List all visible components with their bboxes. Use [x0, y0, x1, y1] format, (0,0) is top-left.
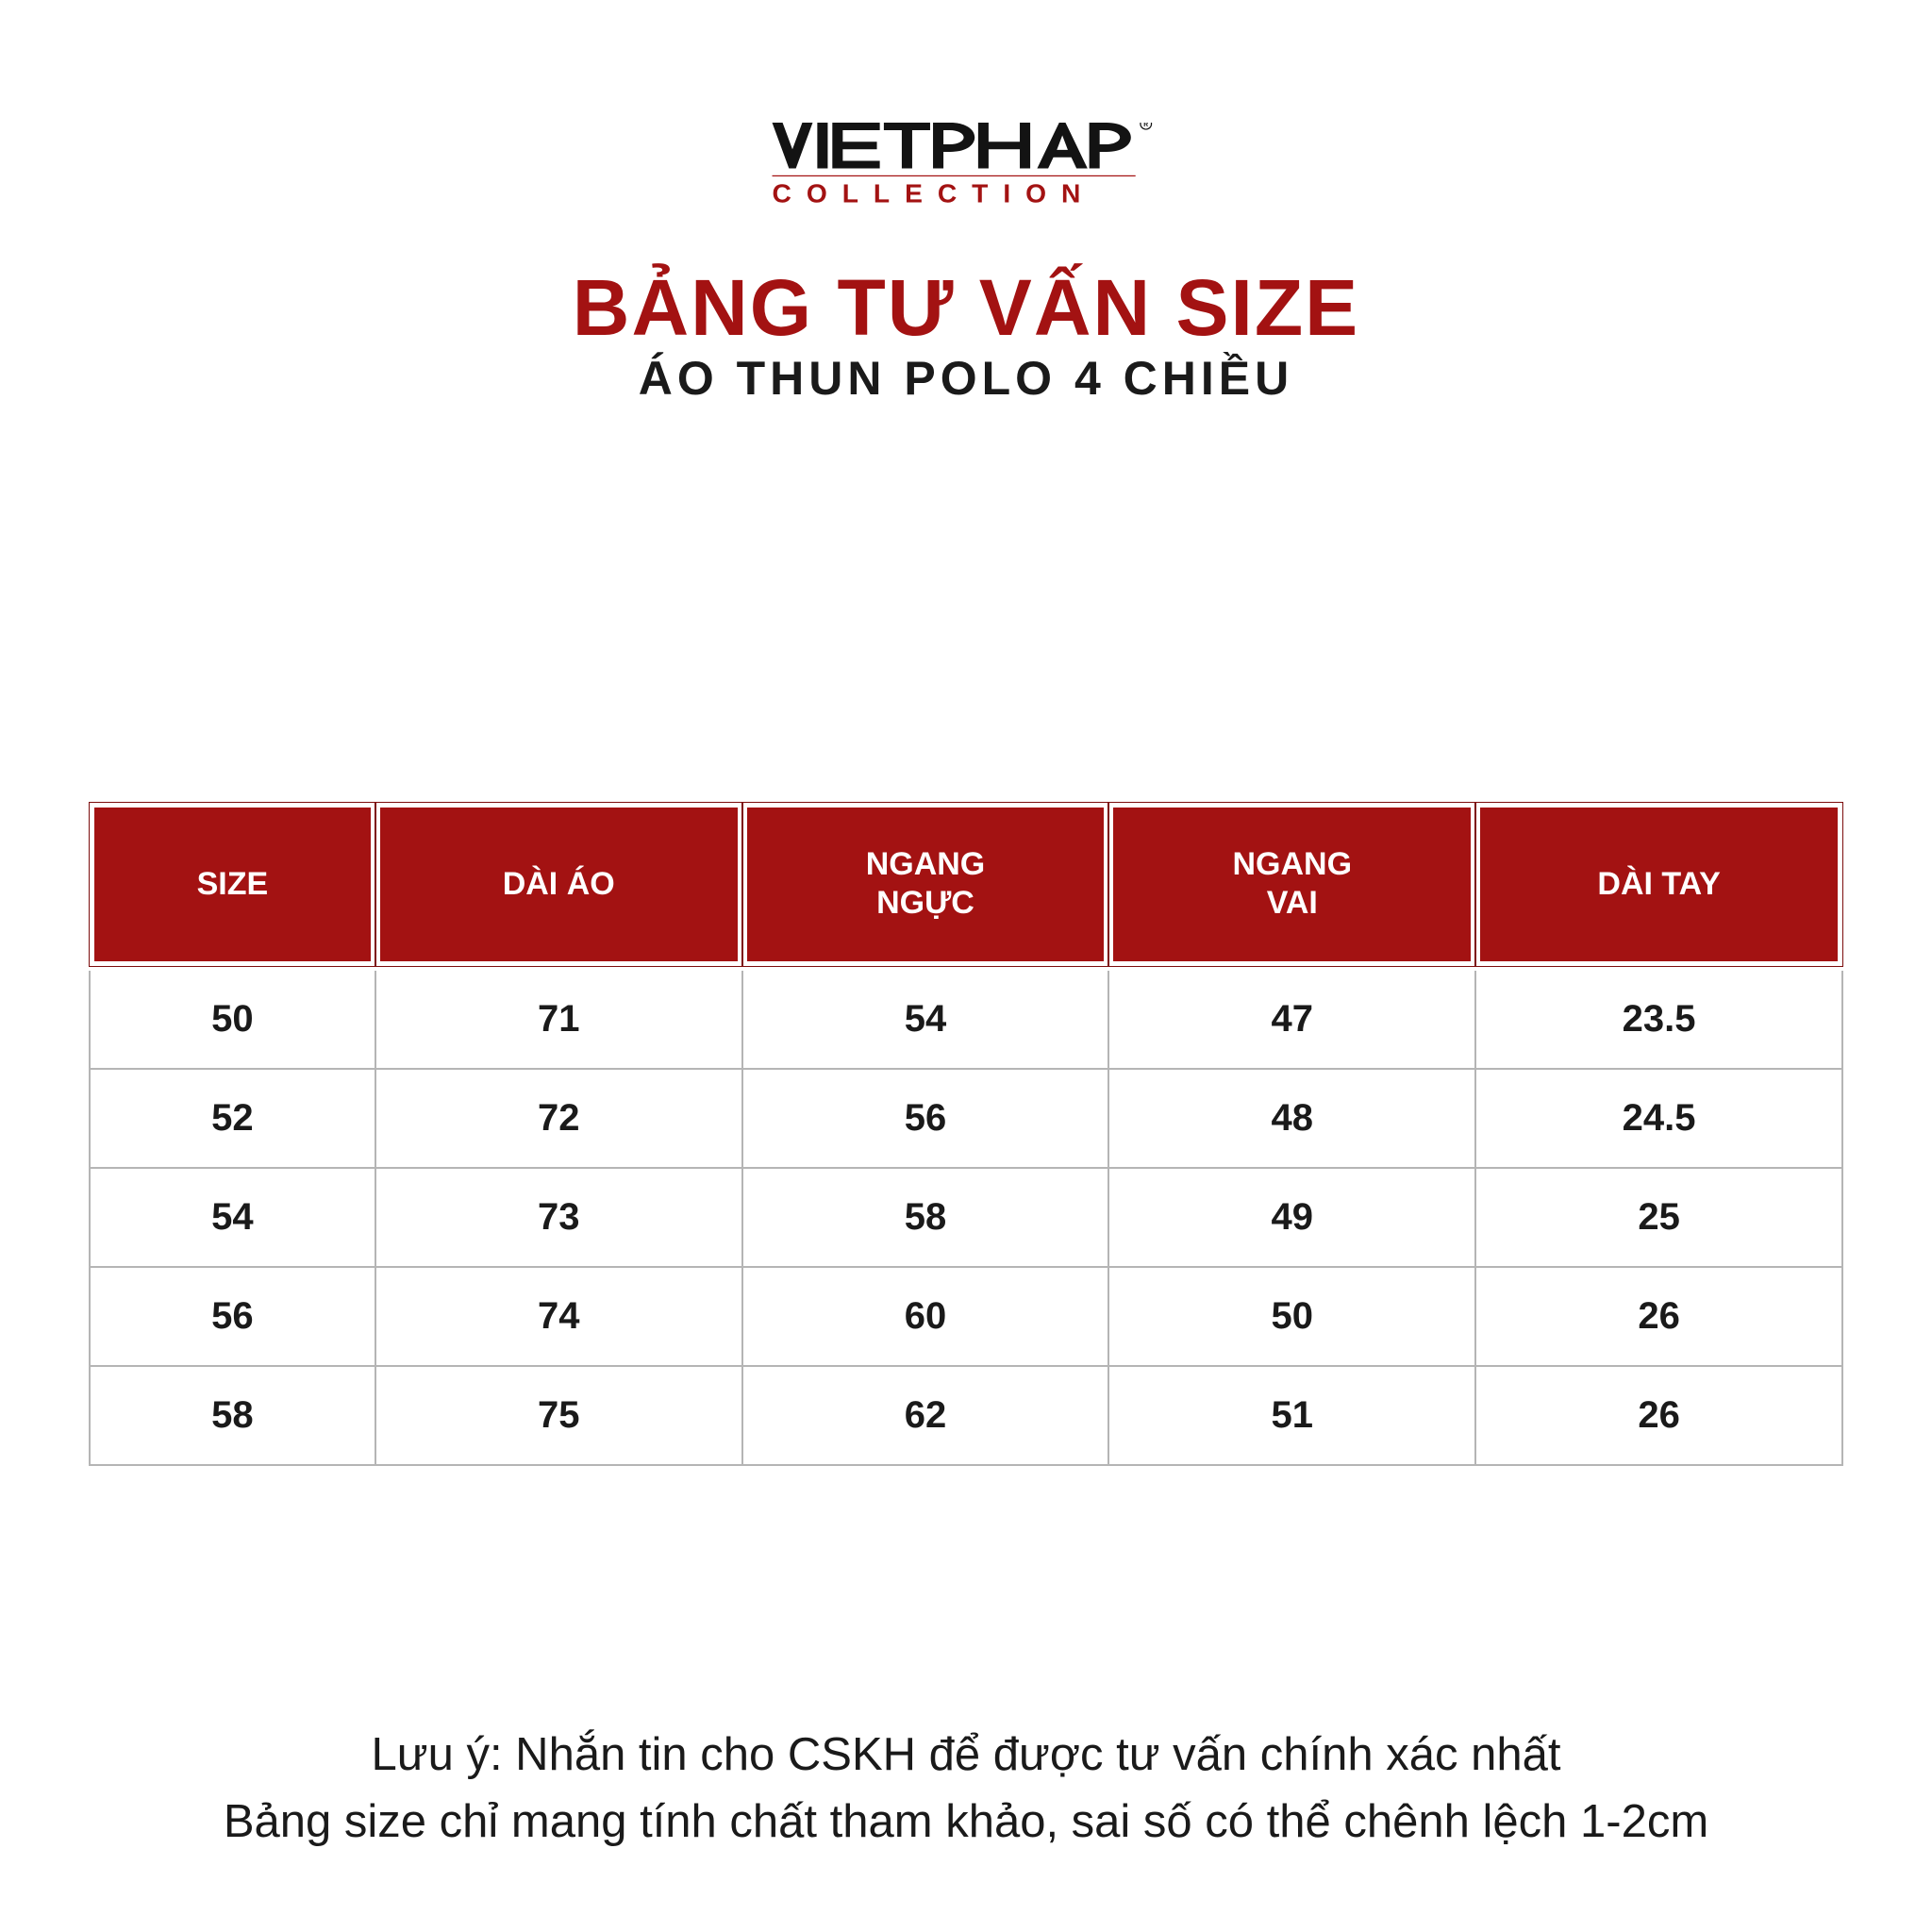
- svg-text:R: R: [1143, 123, 1148, 128]
- svg-text:COLLECTION: COLLECTION: [773, 177, 1096, 208]
